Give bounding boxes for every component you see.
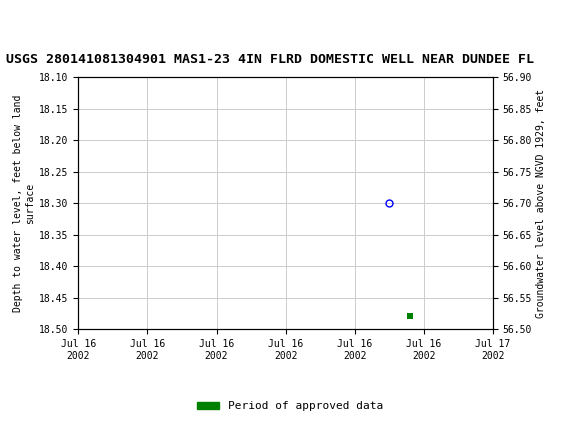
Legend: Period of approved data: Period of approved data <box>193 397 387 416</box>
Text: USGS 280141081304901 MAS1-23 4IN FLRD DOMESTIC WELL NEAR DUNDEE FL: USGS 280141081304901 MAS1-23 4IN FLRD DO… <box>6 53 534 67</box>
Y-axis label: Depth to water level, feet below land
surface: Depth to water level, feet below land su… <box>13 95 35 312</box>
Text: USGS: USGS <box>44 12 112 33</box>
Y-axis label: Groundwater level above NGVD 1929, feet: Groundwater level above NGVD 1929, feet <box>536 89 546 318</box>
